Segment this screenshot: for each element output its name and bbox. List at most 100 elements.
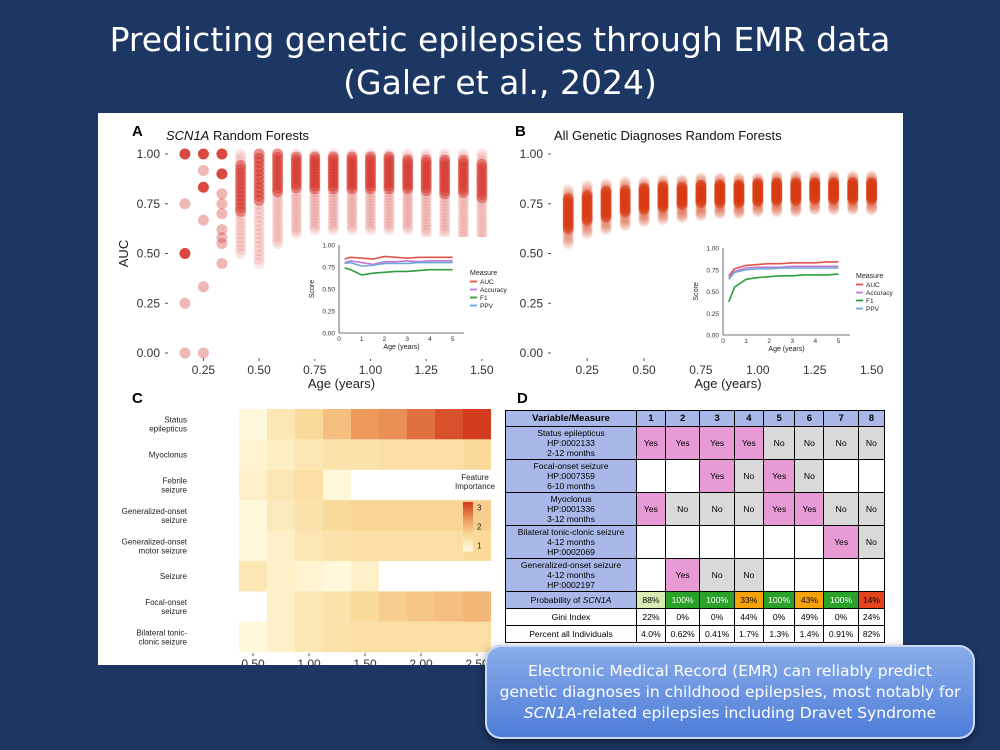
panel-b-point [828,171,840,183]
heatmap-row-label: Generalized-onset [122,537,188,546]
table-cell: No [733,558,764,592]
panel-b-ytick-label: 1.00 [520,147,544,161]
probability-row-cell: 14% [857,591,886,609]
panel-a-point [216,232,228,244]
panel-a-point [272,200,284,212]
heatmap-cell [239,469,267,501]
panel-a-point [272,196,284,208]
panel-a-point [253,224,265,236]
heatmap-row-label: seizure [161,486,187,495]
table-cell [699,525,735,559]
panel-a-title-rest: Random Forests [209,128,309,143]
panel-b-point [809,201,821,213]
panel-a-point [364,203,376,215]
panel-a-point [309,192,321,204]
figure-svg: A SCN1A Random Forests B All Genetic Diagno… [116,123,903,665]
panel-a-point [235,156,247,168]
panel-a-xtick-label: 0.25 [192,363,216,377]
panel-a-point [476,155,488,167]
heatmap-cell [267,500,295,531]
table-cell [794,525,825,559]
panel-b-point [790,203,802,215]
panel-b-point [581,185,593,197]
panel-a-point [346,218,358,230]
panel-b-point [657,174,669,186]
panel-b-ytick-label: 0.75 [520,197,544,211]
panel-a-inset-xtick-label: 3 [405,336,409,343]
heatmap-row-label: epilepticus [149,425,187,434]
panel-b-point [828,202,840,214]
heatmap-cell [323,530,351,561]
probability-row-label: Probability of SCN1A [505,591,637,609]
panel-b-point [866,204,878,216]
panel-a-point [235,152,247,164]
panel-b-point [600,222,612,234]
table-cell: No [733,492,764,526]
panel-a-point [216,208,228,220]
panel-a-point [346,151,358,163]
panel-b-point [771,173,783,185]
table-cell: No [733,459,764,493]
heatmap-legend-swatch [463,527,473,530]
panel-b-point [847,171,859,183]
panel-b-point [581,226,593,238]
panel-b-point [562,231,574,243]
panel-b-letter: B [515,123,526,140]
panel-b-point [638,214,650,226]
callout-text-post: -related epilepsies including Dravet Syn… [576,703,937,722]
gini-row-label: Gini Index [505,608,637,626]
table-cell: Yes [823,525,859,559]
panel-b-xtick-label: 0.75 [689,363,713,377]
table-cell: No [699,492,735,526]
panel-a-point [383,203,395,215]
title-line-1: Predicting genetic epilepsies through EM… [109,20,891,59]
panel-b-point [581,182,593,194]
panel-a-point [290,191,302,203]
heatmap-cell [239,409,267,440]
table-cell [636,459,666,493]
panel-b-point [600,224,612,236]
panel-a-inset-ytick-label: 0.50 [322,287,335,294]
panel-b-inset-line-accuracy [728,265,839,279]
panel-b-point [676,212,688,224]
panel-b-point [600,185,612,197]
panel-b-point [866,172,878,184]
heatmap-cell [407,591,435,622]
panel-b-point [828,176,840,188]
panel-a-title: SCN1A Random Forests [166,128,310,143]
slide-title: Predicting genetic epilepsies through EM… [0,18,1000,104]
panel-a-point [420,225,432,237]
panel-b-point [581,189,593,201]
gini-row-cell: 0% [699,608,735,626]
probability-row-cell: 100% [664,591,701,609]
heatmap-cell [435,621,463,653]
heatmap-cell [323,591,351,622]
panel-a-point [476,222,488,234]
table-cell: No [794,426,825,460]
panel-b-point [866,170,878,182]
panel-a-point [402,148,414,160]
panel-a-point [346,197,358,209]
panel-b-point [866,201,878,213]
table-row: Myoclonus HP:0001336 3-12 months Yes No No No Y… [505,492,886,526]
panel-a-point [402,206,414,218]
panel-a-point [439,206,451,218]
heatmap-cell [267,621,295,653]
panel-a-point [290,212,302,224]
panel-b-point [847,174,859,186]
panel-b-point [562,186,574,198]
heatmap-legend-swatch [463,543,473,546]
panel-b-point [676,180,688,192]
panel-a-point [346,209,358,221]
panel-a-point [179,198,191,210]
table-header-col: 4 [733,410,764,427]
panel-b-inset-ytick-label: 0.25 [706,311,719,318]
panel-a-point [253,207,265,219]
panel-a-point [364,197,376,209]
table-cell [857,558,886,592]
panel-a-point [402,212,414,224]
heatmap-cell [379,591,407,622]
table-cell: Yes [636,426,666,460]
panel-b-point [676,177,688,189]
panel-a-point [364,209,376,221]
